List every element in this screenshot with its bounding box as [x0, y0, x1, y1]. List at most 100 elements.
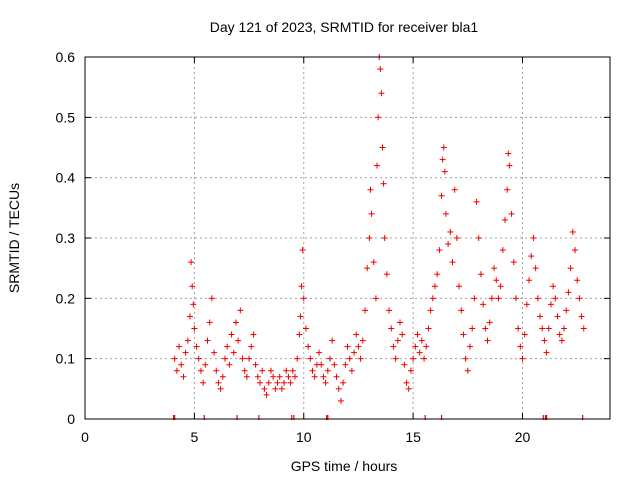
data-point — [176, 343, 183, 350]
data-point — [519, 355, 526, 362]
data-point — [299, 247, 306, 254]
data-point — [381, 235, 388, 241]
data-point — [213, 367, 220, 374]
y-tick-label: 0.5 — [56, 109, 76, 125]
data-point — [235, 337, 242, 344]
data-point — [528, 253, 535, 260]
data-point — [259, 367, 266, 374]
data-point — [374, 162, 381, 169]
data-point — [344, 343, 351, 350]
data-point — [318, 361, 325, 368]
y-tick-label: 0 — [67, 411, 75, 427]
data-points — [171, 54, 587, 404]
data-point — [484, 337, 491, 344]
y-tick-label: 0.4 — [56, 170, 76, 186]
data-point — [392, 355, 399, 362]
data-point — [429, 295, 436, 302]
data-point — [532, 265, 539, 272]
data-point — [285, 373, 292, 380]
data-point — [469, 325, 476, 332]
data-point — [364, 265, 371, 272]
data-point — [572, 247, 578, 254]
data-point — [368, 210, 375, 217]
data-point — [327, 355, 333, 362]
data-point — [324, 367, 331, 374]
data-point — [335, 385, 342, 392]
data-point — [367, 186, 374, 193]
data-point — [228, 331, 235, 338]
data-point — [504, 186, 511, 193]
data-point — [515, 325, 522, 332]
data-point — [316, 349, 323, 356]
data-point — [427, 307, 434, 314]
data-point — [342, 361, 349, 368]
data-point — [488, 295, 495, 302]
data-point — [567, 265, 574, 272]
data-point — [543, 349, 550, 356]
data-point — [378, 90, 385, 97]
data-point — [439, 156, 446, 163]
data-point — [200, 379, 207, 386]
data-point — [372, 295, 379, 302]
data-point — [239, 355, 246, 362]
data-point — [449, 259, 456, 266]
data-point — [453, 235, 460, 241]
data-point — [366, 235, 373, 241]
data-point — [480, 301, 487, 308]
data-point — [261, 385, 268, 392]
data-point — [254, 373, 261, 380]
data-point — [397, 319, 403, 326]
x-tick-label: 15 — [405, 429, 421, 445]
data-point — [432, 283, 438, 290]
data-point — [187, 313, 193, 320]
data-point — [495, 295, 502, 302]
x-tick-label: 0 — [81, 429, 89, 445]
data-point — [497, 283, 504, 290]
data-point — [438, 192, 445, 199]
data-point — [512, 295, 519, 302]
data-point — [329, 337, 336, 344]
data-point — [309, 367, 316, 374]
data-point — [475, 235, 482, 241]
x-tick-label: 5 — [190, 429, 198, 445]
data-point — [283, 367, 290, 374]
data-point — [226, 361, 233, 368]
data-point — [451, 186, 458, 193]
data-point — [380, 180, 387, 187]
data-point — [375, 114, 382, 121]
data-point — [182, 349, 189, 356]
data-point — [246, 355, 253, 362]
data-point — [491, 265, 498, 272]
data-point — [250, 331, 257, 338]
data-point — [272, 385, 279, 392]
data-point — [578, 313, 585, 320]
data-point — [436, 247, 443, 254]
data-point — [362, 307, 368, 314]
data-point — [440, 144, 447, 151]
data-point — [410, 355, 417, 362]
data-point — [401, 361, 408, 368]
data-point — [230, 349, 237, 356]
data-point — [530, 235, 537, 241]
data-point — [346, 355, 353, 362]
data-point — [471, 295, 478, 302]
data-point — [545, 325, 552, 332]
data-point — [550, 283, 557, 290]
data-point — [441, 168, 448, 175]
chart-title: Day 121 of 2023, SRMTID for receiver bla… — [210, 19, 479, 35]
data-point — [390, 343, 397, 350]
y-tick-label: 0.2 — [56, 290, 76, 306]
data-point — [219, 373, 226, 380]
data-point — [189, 283, 196, 290]
data-point — [556, 331, 563, 338]
data-point — [241, 367, 248, 374]
data-point — [292, 373, 298, 380]
data-point — [521, 331, 528, 338]
data-point — [224, 343, 231, 350]
data-point — [267, 367, 274, 374]
data-point — [486, 319, 493, 326]
y-axis-label: SRMTID / TECUs — [6, 183, 22, 293]
data-point — [462, 355, 469, 362]
data-point — [541, 337, 548, 344]
data-point — [517, 343, 524, 350]
